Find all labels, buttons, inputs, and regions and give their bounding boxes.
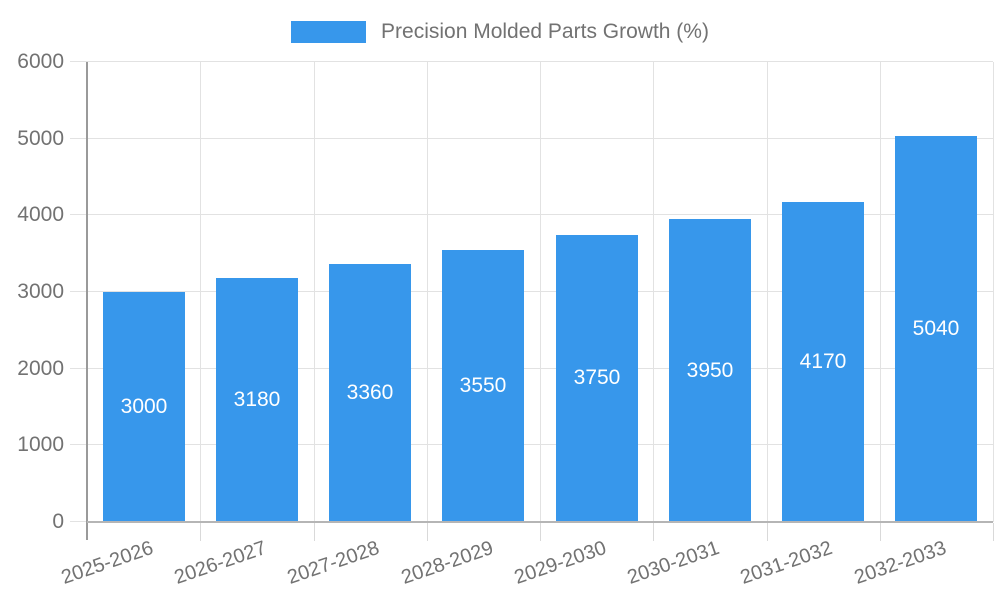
bar-value-label: 3000: [120, 395, 168, 418]
bar[interactable]: 3180: [216, 278, 298, 522]
y-axis-label: 5000: [17, 127, 64, 150]
x-axis-tick: [767, 523, 768, 541]
gridline-vertical: [427, 62, 428, 522]
bar[interactable]: 5040: [895, 135, 977, 522]
gridline-horizontal: [70, 521, 87, 522]
x-axis-line: [87, 521, 993, 523]
gridline-vertical: [314, 62, 315, 522]
bar[interactable]: 3000: [103, 292, 185, 522]
bar[interactable]: 4170: [782, 202, 864, 522]
gridline-horizontal: [70, 291, 993, 292]
x-axis-tick: [653, 523, 654, 541]
bar-value-label: 3550: [459, 373, 507, 397]
x-axis-label: 2029-2030: [511, 536, 610, 589]
gridline-horizontal: [70, 61, 993, 62]
y-axis-line: [86, 62, 88, 540]
bar-value-label: 3950: [686, 358, 734, 382]
x-axis-tick: [880, 523, 881, 541]
bar-value-label: 4170: [799, 350, 847, 374]
gridline-horizontal: [70, 368, 993, 369]
x-axis-tick: [314, 523, 315, 541]
x-axis-tick: [993, 523, 994, 541]
bar-value-label: 3180: [233, 388, 281, 412]
y-axis-label: 6000: [17, 50, 64, 73]
gridline-vertical: [993, 62, 994, 522]
x-axis-label: 2028-2029: [398, 536, 496, 589]
x-axis-tick: [540, 523, 541, 541]
legend-label: Precision Molded Parts Growth (%): [381, 20, 709, 43]
gridline-horizontal: [70, 214, 993, 215]
gridline-horizontal: [70, 138, 993, 139]
y-axis-label: 3000: [17, 280, 64, 303]
x-axis-label: 2025-2026: [58, 536, 157, 589]
y-axis-label: 0: [52, 510, 64, 533]
bar[interactable]: 3950: [669, 219, 751, 522]
x-axis-tick: [200, 523, 201, 541]
bar[interactable]: 3550: [442, 249, 524, 522]
gridline-horizontal: [70, 444, 993, 445]
bar[interactable]: 3360: [329, 264, 411, 522]
y-axis-label: 4000: [17, 203, 64, 226]
bar-value-label: 5040: [912, 316, 960, 340]
gridline-vertical: [880, 62, 881, 522]
y-axis-label: 2000: [17, 357, 64, 380]
gridline-vertical: [200, 62, 201, 522]
bar-value-label: 3750: [573, 366, 621, 390]
bar[interactable]: 3750: [556, 234, 638, 522]
x-axis-label: 2031-2032: [738, 536, 836, 589]
gridline-vertical: [540, 62, 541, 522]
gridline-vertical: [767, 62, 768, 522]
x-axis-label: 2032-2033: [851, 536, 949, 589]
legend-item[interactable]: Precision Molded Parts Growth (%): [0, 20, 1000, 44]
y-axis-label: 1000: [17, 433, 64, 456]
x-axis-label: 2027-2028: [285, 536, 383, 589]
x-axis-label: 2026-2027: [171, 536, 270, 589]
x-axis-tick: [427, 523, 428, 541]
bar-value-label: 3360: [346, 381, 394, 405]
legend-swatch: [291, 21, 367, 43]
x-axis-label: 2030-2031: [624, 536, 723, 589]
gridline-vertical: [653, 62, 654, 522]
